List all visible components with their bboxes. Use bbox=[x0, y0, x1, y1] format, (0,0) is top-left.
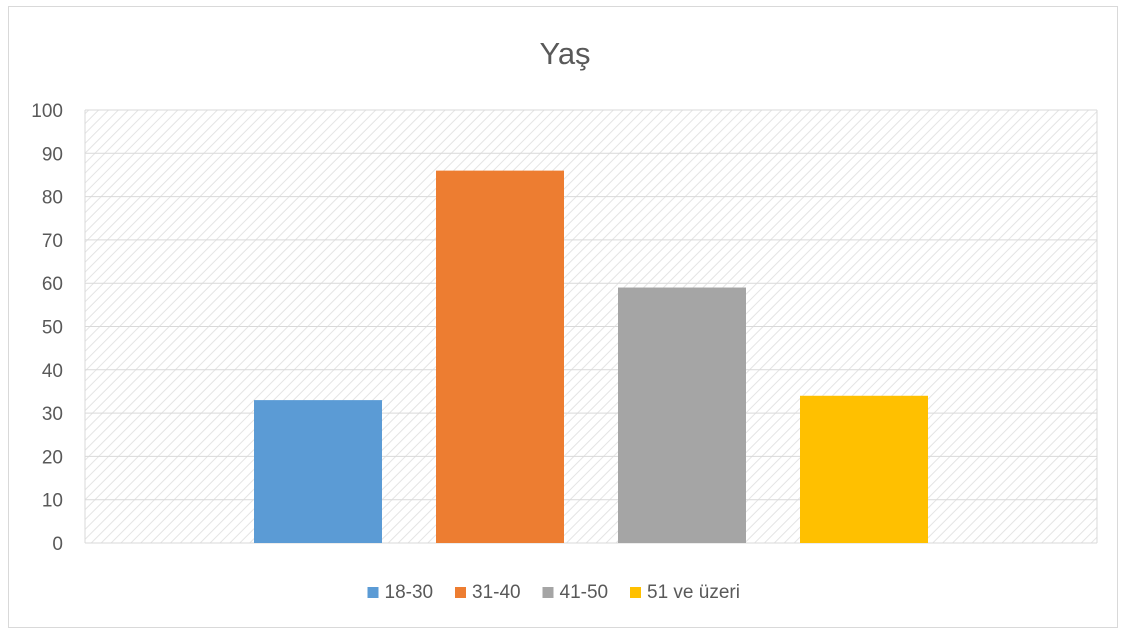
y-tick-label: 30 bbox=[42, 404, 63, 425]
chart-title: Yaş bbox=[539, 36, 590, 71]
y-tick-label: 80 bbox=[42, 188, 63, 209]
y-tick-label: 70 bbox=[42, 231, 63, 252]
legend-item: 41-50 bbox=[542, 582, 609, 603]
bar-1 bbox=[254, 400, 382, 543]
y-tick-label: 0 bbox=[52, 534, 63, 555]
legend-label: 18-30 bbox=[385, 582, 434, 603]
bar-3 bbox=[618, 287, 746, 543]
legend-label: 41-50 bbox=[560, 582, 609, 603]
y-tick-label: 40 bbox=[42, 361, 63, 382]
y-tick-label: 20 bbox=[42, 447, 63, 468]
legend-item: 51 ve üzeri bbox=[630, 582, 740, 603]
y-axis: 0 10 20 30 40 50 60 70 80 90 100 bbox=[31, 101, 63, 555]
y-tick-label: 100 bbox=[31, 101, 63, 122]
legend-label: 51 ve üzeri bbox=[647, 582, 740, 603]
bar-2 bbox=[436, 170, 564, 543]
legend-item: 18-30 bbox=[367, 582, 434, 603]
legend: 18-30 31-40 41-50 51 ve üzeri bbox=[367, 582, 740, 603]
y-tick-label: 60 bbox=[42, 274, 63, 295]
legend-item: 31-40 bbox=[455, 582, 521, 603]
plot-area bbox=[84, 109, 1098, 544]
legend-label: 31-40 bbox=[472, 582, 521, 603]
legend-swatch bbox=[455, 587, 466, 598]
y-tick-label: 10 bbox=[42, 491, 63, 512]
y-tick-label: 90 bbox=[42, 144, 63, 165]
legend-swatch bbox=[367, 587, 379, 598]
bars bbox=[254, 170, 928, 543]
y-tick-label: 50 bbox=[42, 318, 63, 339]
legend-swatch bbox=[630, 587, 641, 598]
legend-swatch bbox=[542, 587, 554, 598]
bar-4 bbox=[800, 395, 928, 543]
